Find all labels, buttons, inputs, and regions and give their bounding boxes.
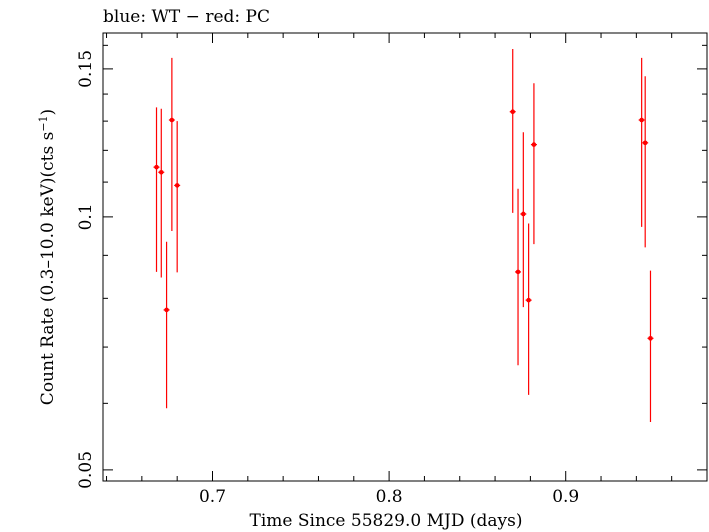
data-point <box>510 109 516 115</box>
data-point <box>164 307 169 313</box>
plot-frame <box>102 32 708 482</box>
data-point <box>642 140 648 146</box>
x-tick-label: 0.8 <box>376 487 403 507</box>
x-axis-label: Time Since 55829.0 MJD (days) <box>250 511 523 531</box>
y-tick-label: 0.1 <box>76 203 96 230</box>
data-point <box>169 117 175 123</box>
y-axis-label-main: Count Rate (0.3–10.0 keV)(cts s <box>38 132 58 406</box>
x-axis-tick-labels: 0.7 0.8 0.9 <box>199 487 579 507</box>
x-axis-ticks <box>106 33 708 481</box>
data-point <box>526 297 531 303</box>
data-point <box>154 164 159 170</box>
y-axis-tick-labels: 0.05 0.1 0.15 <box>76 50 96 489</box>
chart-title: blue: WT − red: PC <box>103 7 270 27</box>
x-tick-label: 0.9 <box>552 487 579 507</box>
y-axis-ticks <box>103 44 707 471</box>
data-point <box>531 142 537 147</box>
y-axis-label-exponent: −1 <box>37 115 50 131</box>
series-pc <box>153 49 654 423</box>
data-point <box>174 183 180 188</box>
data-point <box>639 117 644 123</box>
y-axis-label: Count Rate (0.3–10.0 keV)(cts s−1) <box>37 109 58 405</box>
data-point <box>158 169 164 175</box>
y-axis-label-close: ) <box>38 109 58 116</box>
y-tick-label: 0.05 <box>76 451 96 489</box>
data-point <box>521 211 526 217</box>
x-tick-label: 0.7 <box>199 487 226 507</box>
data-point <box>648 336 653 341</box>
y-tick-label: 0.15 <box>76 50 96 88</box>
data-point <box>515 269 521 275</box>
